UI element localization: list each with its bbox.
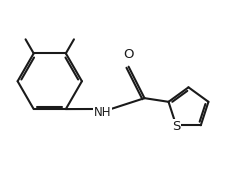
Text: NH: NH <box>94 106 112 119</box>
Text: O: O <box>123 48 134 61</box>
Text: S: S <box>172 120 180 133</box>
